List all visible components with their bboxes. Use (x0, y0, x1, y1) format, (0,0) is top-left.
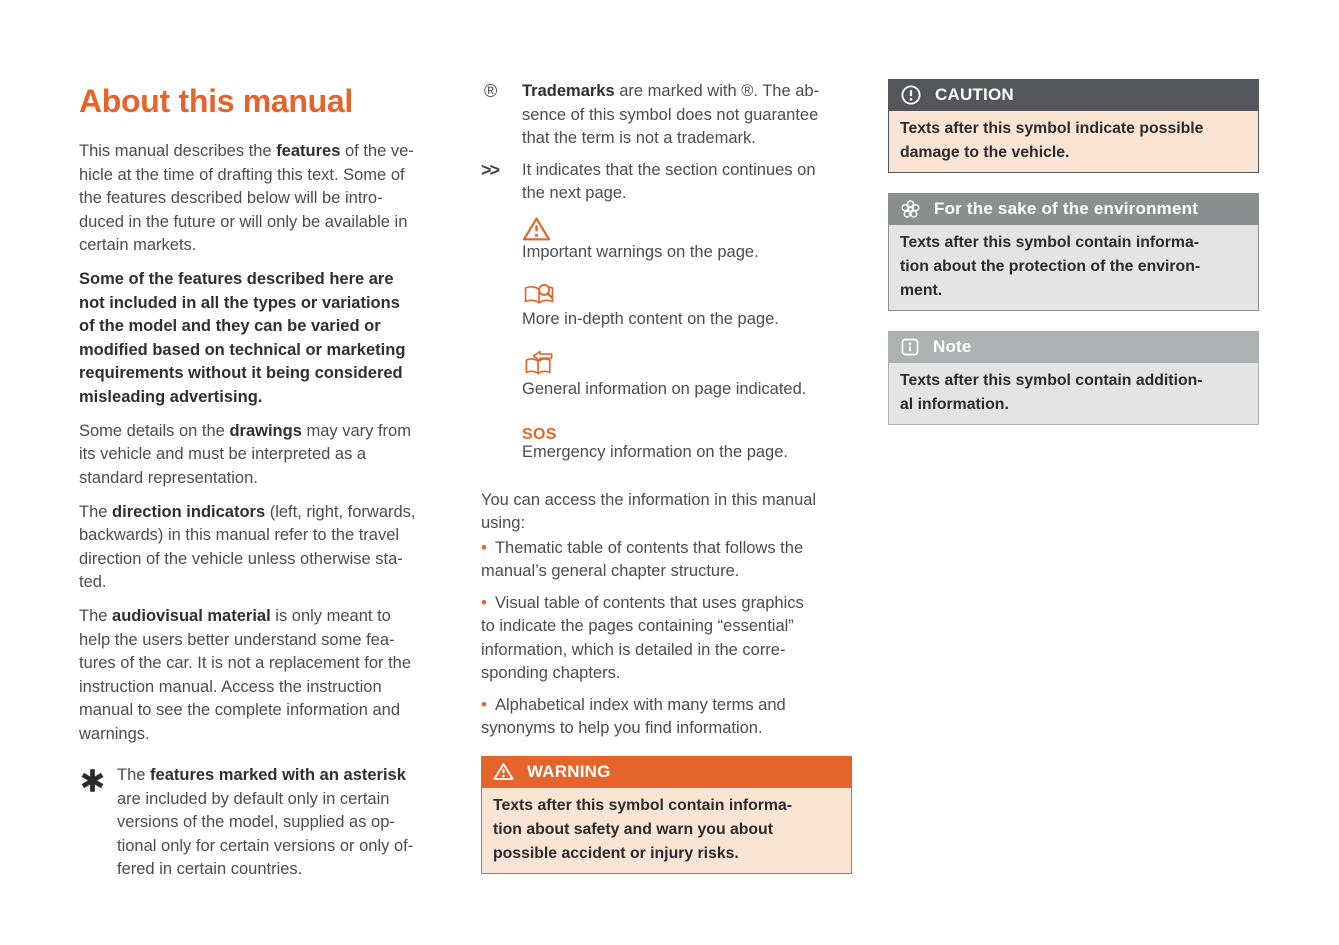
environment-box: For the sake of the environment Texts af… (888, 193, 1259, 311)
environment-box-body: Texts after this symbol contain informa-… (888, 225, 1259, 311)
sos-icon: SOS (522, 426, 557, 443)
paragraph-drawings: Some details on the drawings may vary fr… (79, 421, 411, 487)
flower-icon (900, 199, 921, 220)
info-icon (900, 337, 920, 357)
warning-box: WARNING Texts after this symbol contain … (481, 755, 852, 874)
paragraph-disclaimer: Some of the features described here are … (79, 270, 406, 406)
bullet-thematic-toc: Thematic table of contents that follows … (481, 536, 861, 584)
legend-item-general-info: General information on page indicated. (481, 349, 861, 402)
paragraph-audiovisual: The audiovisual material is only meant t… (79, 607, 412, 743)
legend-text: Trademarks are marked with ®. The ab- se… (522, 82, 820, 147)
warning-triangle-icon (493, 762, 514, 781)
caution-circle-icon (900, 84, 922, 106)
book-magnifier-icon (522, 282, 861, 309)
bullet-visual-toc: Visual table of contents that uses graph… (481, 591, 861, 686)
caution-box-body: Texts after this symbol indicate possibl… (888, 111, 1259, 173)
note-box-title: Note (933, 337, 972, 356)
warning-box-header: WARNING (481, 755, 852, 788)
double-chevron-icon: >> (481, 159, 500, 180)
note-box-header: Note (888, 331, 1259, 363)
caution-box-title: CAUTION (935, 85, 1014, 104)
asterisk-icon (79, 764, 117, 882)
legend-text: It indicates that the section continues … (522, 160, 816, 203)
right-column: CAUTION Texts after this symbol indicate… (888, 79, 1259, 425)
page-title: About this manual (79, 83, 354, 119)
note-box: Note Texts after this symbol contain add… (888, 331, 1259, 425)
access-intro: You can access the information in this m… (481, 490, 817, 533)
warning-triangle-icon (522, 216, 861, 242)
legend-text: Important warnings on the page. (522, 242, 759, 261)
legend-item-continues: >> It indicates that the section continu… (481, 159, 861, 206)
middle-column: ® Trademarks are marked with ®. The ab- … (481, 80, 861, 874)
paragraph-direction-indicators: The direction indicators (left, right, f… (79, 502, 416, 592)
legend-item-emergency: SOS Emergency information on the page. (481, 418, 861, 465)
environment-box-header: For the sake of the environment (888, 193, 1259, 225)
legend-text: General information on page indicated. (522, 379, 807, 398)
warning-box-title: WARNING (527, 761, 611, 781)
book-arrow-icon (522, 350, 861, 379)
caution-box: CAUTION Texts after this symbol indicate… (888, 79, 1259, 173)
legend-text: More in-depth content on the page. (522, 310, 779, 328)
environment-box-title: For the sake of the environment (934, 199, 1199, 218)
asterisk-note: The features marked with an asterisk are… (79, 764, 473, 882)
legend-item-in-depth: More in-depth content on the page. (481, 281, 861, 332)
asterisk-note-text: The features marked with an asterisk are… (117, 766, 414, 878)
legend-item-trademarks: ® Trademarks are marked with ®. The ab- … (481, 80, 861, 151)
legend-text: Emergency information on the page. (522, 443, 788, 461)
warning-box-body: Texts after this symbol contain informa-… (481, 787, 852, 874)
bullet-alphabetical-index: Alphabetical index with many terms and s… (481, 693, 861, 741)
legend-item-warnings: Important warnings on the page. (481, 215, 861, 265)
registered-icon: ® (484, 81, 498, 101)
paragraph-features: This manual describes the features of th… (79, 142, 414, 254)
left-column: About this manual This manual describes … (79, 84, 473, 882)
caution-box-header: CAUTION (888, 79, 1259, 111)
note-box-body: Texts after this symbol contain addition… (888, 363, 1259, 425)
